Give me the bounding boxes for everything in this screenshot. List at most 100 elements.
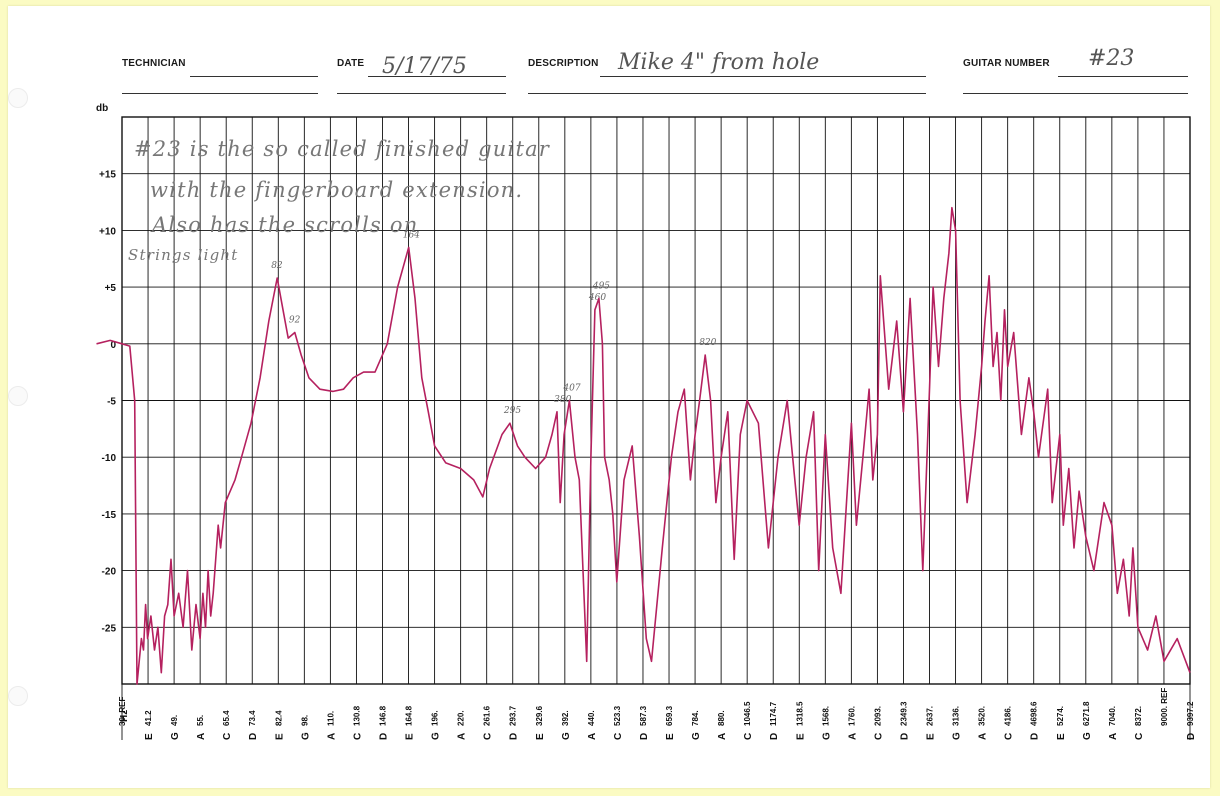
x-tick-frequency: 5274. xyxy=(1056,706,1065,726)
handwritten-notes: #23 is the so called finished guitar with… xyxy=(128,137,551,264)
x-tick-note: E xyxy=(535,733,546,740)
x-tick-frequency: 1318.5 xyxy=(795,701,804,726)
x-tick-note: E xyxy=(665,733,676,740)
punch-hole xyxy=(8,88,28,108)
x-tick-note: A xyxy=(717,733,728,740)
x-tick-note: A xyxy=(457,733,468,740)
response-traces xyxy=(96,206,1191,685)
x-tick-note: C xyxy=(1134,733,1145,740)
x-tick-note: G xyxy=(821,732,832,740)
x-tick-note: D xyxy=(509,733,520,740)
x-tick-note: D xyxy=(1186,733,1197,740)
x-tick-frequency: 880. xyxy=(717,710,726,726)
peak-label: 82 xyxy=(271,261,283,271)
x-tick-frequency: 329.6 xyxy=(535,705,544,726)
x-tick-frequency: 146.8 xyxy=(378,705,387,726)
x-tick-frequency: 98. xyxy=(300,715,309,726)
x-tick-note: C xyxy=(1004,733,1015,740)
peak-label: 460 xyxy=(588,293,606,303)
x-tick-note: G xyxy=(1082,732,1093,740)
guitar-number-rule xyxy=(963,93,1188,94)
x-tick-note: D xyxy=(899,733,910,740)
y-tick-label: 0 xyxy=(110,340,116,351)
x-tick-frequency: 587.3 xyxy=(639,705,648,726)
x-tick-note: G xyxy=(952,732,963,740)
x-tick-frequency: 220. xyxy=(457,710,466,726)
x-tick-note: C xyxy=(483,733,494,740)
x-tick-note: D xyxy=(1030,733,1041,740)
description-label: DESCRIPTION xyxy=(528,58,599,69)
y-tick-label: +15 xyxy=(99,170,116,181)
date-value: 5/17/75 xyxy=(382,54,467,79)
x-tick-note: C xyxy=(613,733,624,740)
x-tick-frequency: 164.8 xyxy=(405,705,414,726)
peak-label: 295 xyxy=(503,406,521,416)
x-tick-note: D xyxy=(378,733,389,740)
guitar-number-value: #23 xyxy=(1088,46,1135,71)
response-curve xyxy=(96,206,1191,685)
x-tick-frequency: 8372. xyxy=(1134,706,1143,726)
x-tick-frequency: 9000. REF xyxy=(1160,688,1169,726)
x-tick-note: A xyxy=(587,733,598,740)
x-tick-note: A xyxy=(847,733,858,740)
x-tick-frequency: 41.2 xyxy=(144,710,153,726)
y-tick-label: -10 xyxy=(102,453,117,464)
x-tick-frequency: 4186. xyxy=(1004,706,1013,726)
x-tick-frequency: 440. xyxy=(587,710,596,726)
x-axis-title: Hz xyxy=(119,710,130,722)
x-tick-note: G xyxy=(170,732,181,740)
x-tick-note: C xyxy=(222,733,233,740)
data-sheet xyxy=(8,6,1210,788)
x-tick-note: G xyxy=(431,732,442,740)
x-tick-frequency: 1568. xyxy=(821,706,830,726)
peak-label: 92 xyxy=(289,315,301,325)
y-tick-label: +5 xyxy=(105,283,117,294)
punch-hole xyxy=(8,386,28,406)
x-tick-frequency: 4698.6 xyxy=(1030,701,1039,726)
x-tick-frequency: 523.3 xyxy=(613,705,622,726)
technician-rule xyxy=(122,93,318,94)
x-tick-note: A xyxy=(326,733,337,740)
x-tick-frequency: 6271.8 xyxy=(1082,701,1091,726)
x-tick-frequency: 73.4 xyxy=(248,710,257,726)
date-rule xyxy=(337,93,506,94)
y-tick-label: +10 xyxy=(99,226,116,237)
x-tick-frequency: 2093. xyxy=(873,706,882,726)
handwritten-note-line: #23 is the so called finished guitar xyxy=(134,137,551,161)
x-tick-note: A xyxy=(196,733,207,740)
description-line xyxy=(600,76,926,77)
x-tick-frequency: 392. xyxy=(561,710,570,726)
x-tick-frequency: 1760. xyxy=(847,706,856,726)
date-line xyxy=(368,76,506,77)
x-tick-frequency: 1046.5 xyxy=(743,701,752,726)
x-tick-frequency: 1174.7 xyxy=(769,701,778,726)
description-value: Mike 4" from hole xyxy=(618,50,820,75)
x-tick-note: E xyxy=(144,733,155,740)
x-tick-frequency: 7040. xyxy=(1108,706,1117,726)
peak-label: 495 xyxy=(592,281,610,291)
x-tick-frequency: 55. xyxy=(196,715,205,726)
x-tick-note: E xyxy=(405,733,416,740)
x-tick-note: G xyxy=(561,732,572,740)
chart-grid xyxy=(121,116,1191,740)
x-tick-frequency: 9397.2 xyxy=(1186,701,1195,726)
x-tick-note: G xyxy=(691,732,702,740)
peak-label: 407 xyxy=(562,384,580,394)
x-tick-frequency: 65.4 xyxy=(222,710,231,726)
x-tick-frequency: 2349.3 xyxy=(899,701,908,726)
x-tick-frequency: 261.6 xyxy=(483,705,492,726)
x-axis-labels: 30. REF 41.2 E 49. G 55. A 65.4 C 73.4 D 82.4 E 98. G 1… xyxy=(118,688,1197,740)
x-tick-frequency: 2637. xyxy=(926,706,935,726)
x-tick-note: E xyxy=(795,733,806,740)
x-tick-note: C xyxy=(873,733,884,740)
x-tick-frequency: 110. xyxy=(326,711,335,726)
handwritten-note-line: Strings light xyxy=(128,246,239,264)
x-tick-frequency: 3520. xyxy=(978,706,987,726)
x-tick-note: D xyxy=(248,733,259,740)
technician-label: TECHNICIAN xyxy=(122,58,186,69)
x-tick-frequency: 30. REF xyxy=(118,697,127,726)
y-tick-label: -15 xyxy=(102,510,117,521)
peak-label: 164 xyxy=(403,230,420,240)
